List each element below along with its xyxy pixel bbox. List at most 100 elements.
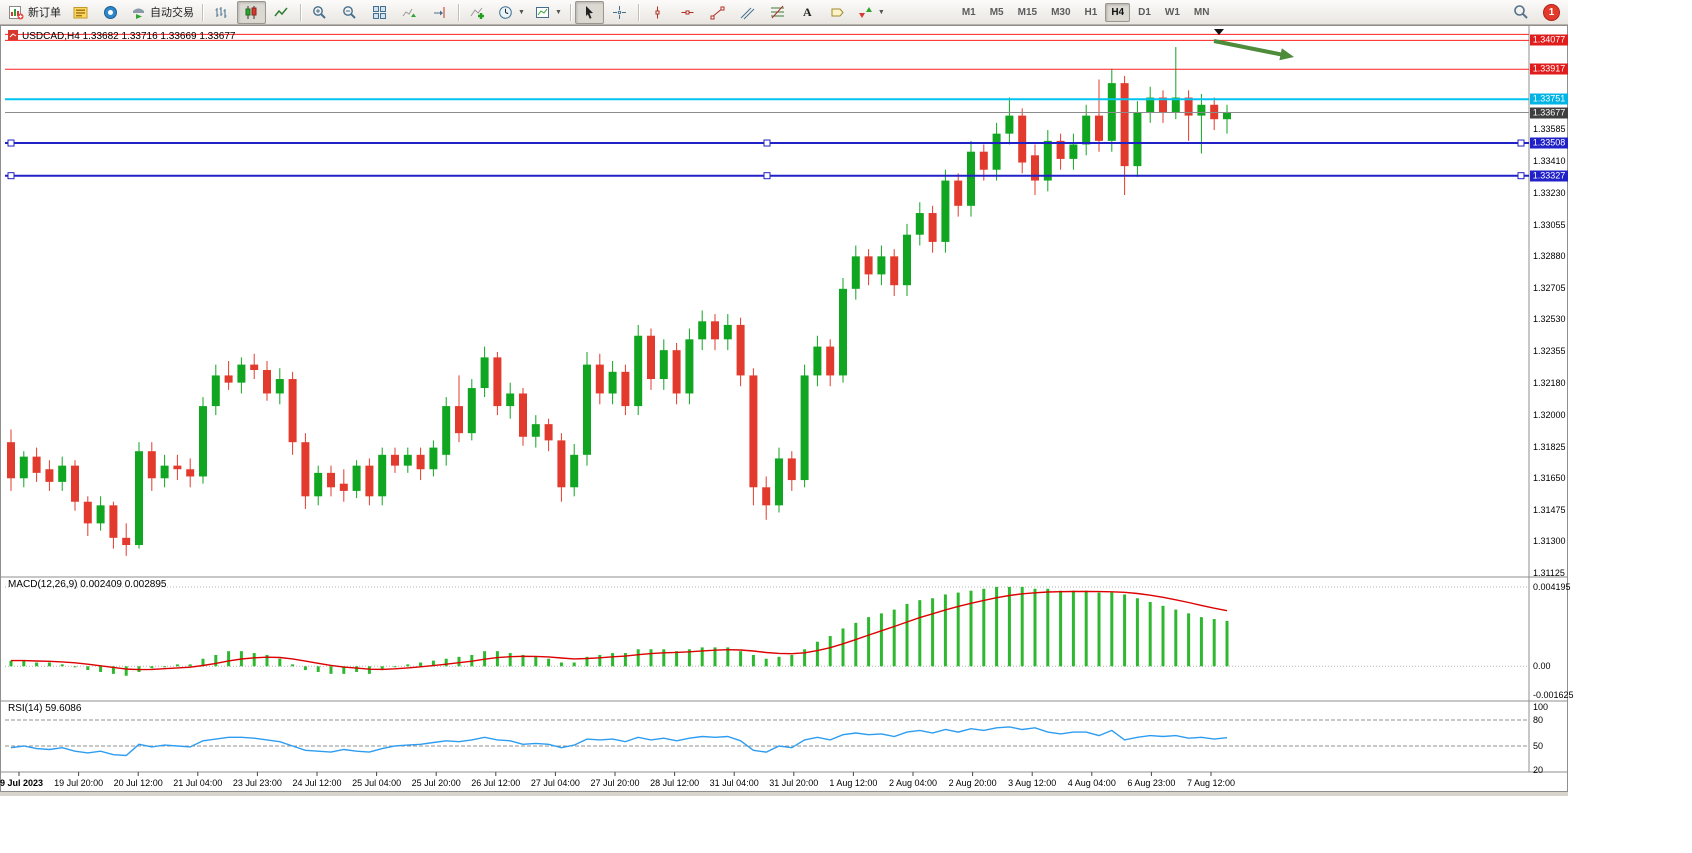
- autotrading-button[interactable]: 自动交易: [126, 1, 198, 24]
- new-order-button[interactable]: 新订单: [4, 1, 65, 24]
- macd-axis-label: 0.00: [1533, 661, 1551, 672]
- macd-axis-label: 0.004195: [1533, 582, 1571, 592]
- timeframe-m30[interactable]: M30: [1051, 6, 1071, 18]
- macd-bar: [214, 654, 218, 667]
- macd-bar: [1097, 592, 1101, 667]
- line-chart-mode-button[interactable]: [267, 1, 296, 24]
- price-tag: 1.33508: [1530, 137, 1568, 149]
- macd-bar: [982, 588, 986, 667]
- macd-bar: [1187, 613, 1191, 667]
- time-axis-label: 21 Jul 04:00: [173, 778, 223, 788]
- timeframe-h4[interactable]: H4: [1105, 2, 1131, 22]
- search-button[interactable]: [1506, 1, 1535, 24]
- vertical-line-tool-button[interactable]: [643, 1, 672, 24]
- time-axis-label: 3 Aug 12:00: [1008, 778, 1057, 788]
- chart-plot-area[interactable]: [1, 26, 1529, 577]
- macd-bar: [457, 656, 461, 667]
- community-button[interactable]: [96, 1, 125, 24]
- price-axis-label: 1.31825: [1533, 441, 1566, 452]
- candle-body: [915, 213, 924, 235]
- macd-bar: [1148, 602, 1152, 667]
- label-tool-button[interactable]: [823, 1, 852, 24]
- timeframe-h1[interactable]: H1: [1084, 6, 1098, 18]
- candle-body: [224, 375, 233, 383]
- candlestick-icon: [243, 4, 260, 20]
- candle-body: [813, 346, 822, 376]
- line-handle[interactable]: [763, 172, 771, 180]
- timeframe-mn[interactable]: MN: [1193, 6, 1210, 18]
- macd-bar: [623, 653, 627, 667]
- line-handle[interactable]: [7, 172, 15, 180]
- time-axis[interactable]: [1, 772, 1529, 791]
- tile-windows-button[interactable]: [365, 1, 394, 24]
- candlestick-mode-button[interactable]: [237, 0, 266, 24]
- crosshair-tool-button[interactable]: [605, 1, 634, 24]
- text-tool-button[interactable]: A: [793, 1, 822, 24]
- candle-body: [698, 321, 707, 340]
- timeframe-d1[interactable]: D1: [1138, 6, 1151, 18]
- candle-body: [467, 388, 476, 434]
- trendline-tool-button[interactable]: [703, 1, 732, 24]
- market-depth-button[interactable]: [66, 1, 95, 24]
- candle-body: [109, 505, 118, 538]
- macd-bar: [879, 613, 883, 667]
- zoom-out-button[interactable]: [335, 1, 364, 24]
- bar-chart-mode-button[interactable]: [207, 1, 236, 24]
- rsi-line: [10, 726, 1228, 757]
- zoom-in-button[interactable]: [305, 1, 334, 24]
- macd-bar: [1174, 609, 1178, 667]
- candle-body: [736, 324, 745, 376]
- candle-body: [1171, 97, 1180, 112]
- auto-scroll-button[interactable]: [395, 1, 424, 24]
- macd-bar: [905, 603, 909, 667]
- timeframe-m1[interactable]: M1: [961, 6, 976, 18]
- timeframe-m15[interactable]: M15: [1017, 6, 1038, 18]
- candle-body: [608, 371, 617, 394]
- arrows-tool-button[interactable]: ▼: [853, 1, 889, 24]
- line-handle[interactable]: [1517, 172, 1525, 180]
- trend-arrow-head[interactable]: [1279, 48, 1294, 61]
- macd-bar: [73, 666, 77, 668]
- timeframe-m5[interactable]: M5: [989, 6, 1004, 18]
- timeframe-w1[interactable]: W1: [1164, 6, 1180, 18]
- indicators-button[interactable]: [463, 1, 492, 24]
- trend-arrow-shaft[interactable]: [1213, 39, 1285, 58]
- macd-bar: [1110, 592, 1114, 667]
- line-anchor-marker[interactable]: [1214, 29, 1224, 35]
- time-axis-label: 27 Jul 20:00: [590, 778, 640, 788]
- candle-body: [211, 375, 220, 407]
- templates-button[interactable]: ▼: [530, 1, 566, 24]
- horizontal-line-tool-button[interactable]: [673, 1, 702, 24]
- candle-body: [839, 288, 847, 376]
- zoom-out-icon: [341, 4, 358, 20]
- line-handle[interactable]: [1517, 139, 1525, 147]
- macd-bar: [559, 662, 563, 667]
- price-axis-label: 1.32000: [1533, 410, 1566, 421]
- candle-body: [519, 393, 527, 437]
- candle-body: [250, 364, 259, 371]
- macd-bar: [316, 666, 320, 672]
- line-handle[interactable]: [763, 139, 771, 147]
- candle-body: [762, 487, 771, 506]
- candle-body: [173, 465, 182, 470]
- channel-icon: [739, 4, 756, 20]
- candle-body: [352, 465, 361, 491]
- fibonacci-tool-button[interactable]: [763, 1, 792, 24]
- macd-bar: [662, 649, 666, 667]
- candle-body: [787, 458, 796, 481]
- new-order-label: 新订单: [28, 7, 61, 19]
- candle-body: [45, 469, 54, 482]
- candle-body: [583, 364, 591, 455]
- chart-window: USDCAD,H4 1.33682 1.33716 1.33669 1.3367…: [0, 25, 1574, 792]
- channel-tool-button[interactable]: [733, 1, 762, 24]
- macd-bar: [572, 662, 576, 667]
- chart-canvas[interactable]: [1, 26, 1567, 791]
- periods-button[interactable]: ▼: [493, 1, 529, 24]
- notification-badge[interactable]: 1: [1543, 3, 1560, 21]
- candle-body: [160, 465, 169, 479]
- chart-shift-button[interactable]: [425, 1, 454, 24]
- macd-bar: [713, 647, 717, 667]
- candle-body: [455, 406, 463, 434]
- cursor-tool-button[interactable]: [574, 0, 604, 24]
- line-handle[interactable]: [7, 139, 15, 147]
